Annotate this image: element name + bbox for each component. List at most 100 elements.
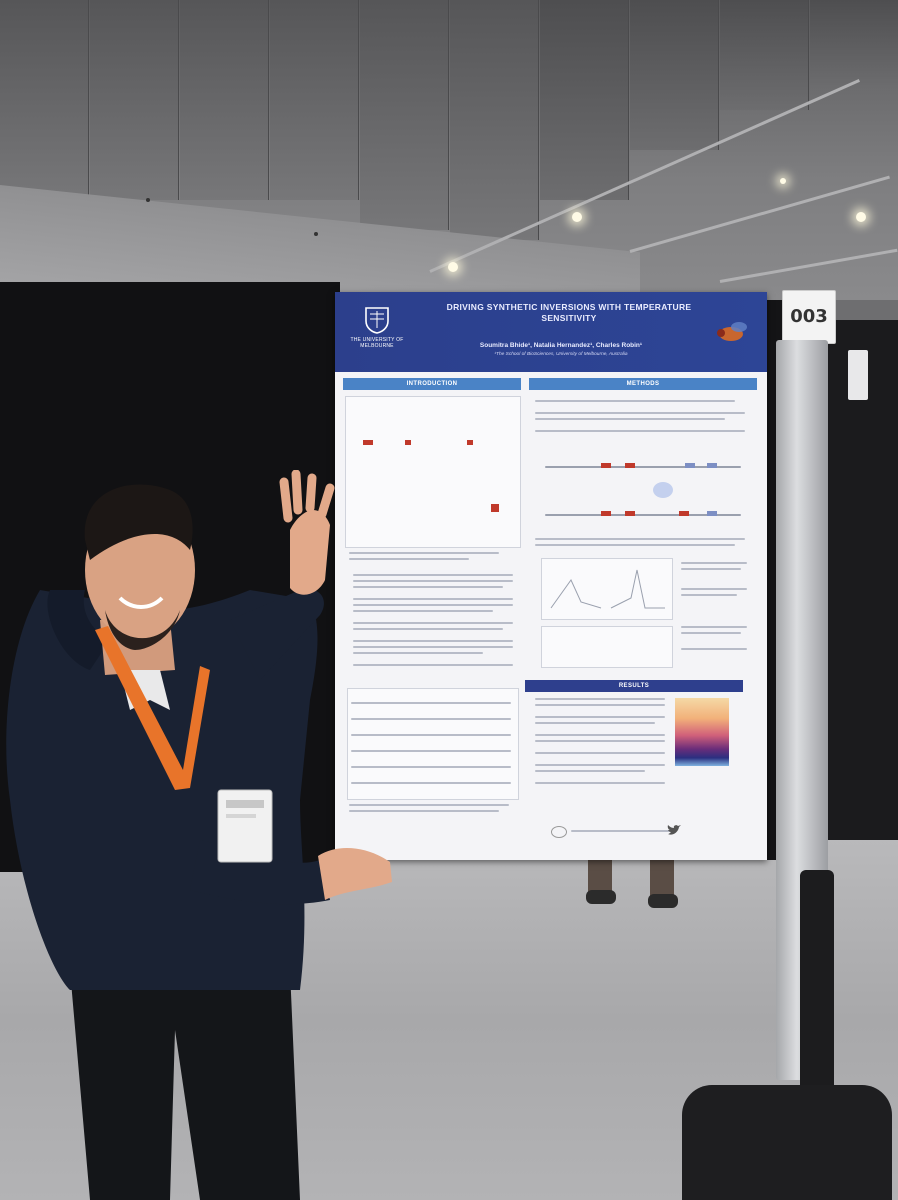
figure-mark	[679, 511, 689, 516]
text-line	[535, 734, 665, 736]
figure-mark	[707, 511, 717, 516]
methods-plot	[541, 558, 673, 620]
text-line	[353, 610, 493, 612]
text-line	[349, 810, 499, 812]
stand-clip	[848, 350, 868, 400]
background-person-shoe	[648, 894, 678, 908]
text-line	[353, 640, 513, 642]
text-line	[353, 604, 513, 606]
bag	[682, 1085, 892, 1200]
text-line	[353, 628, 503, 630]
figure-mark	[625, 463, 635, 468]
text-line	[681, 632, 741, 634]
text-line	[535, 770, 645, 772]
text-line	[351, 734, 511, 736]
figure-mark	[601, 463, 611, 468]
ceiling-light	[780, 178, 786, 184]
poster-title: DRIVING SYNTHETIC INVERSIONS WITH TEMPER…	[446, 302, 692, 323]
university-logo: THE UNIVERSITY OF MELBOURNE	[349, 306, 405, 364]
text-line	[535, 400, 735, 402]
text-line	[351, 766, 511, 768]
text-line	[681, 568, 741, 570]
poster-affiliation: ¹The School of BioSciences, University o…	[494, 352, 628, 357]
text-line	[353, 646, 513, 648]
ceiling-panel	[0, 0, 89, 200]
intro-figure	[345, 396, 521, 548]
figure-mark	[707, 463, 717, 468]
text-line	[535, 538, 745, 540]
text-line	[535, 704, 665, 706]
text-line	[681, 588, 747, 590]
ceiling-panel	[360, 0, 449, 230]
methods-plot	[541, 626, 673, 668]
figure-mark	[467, 440, 473, 445]
figure-mark	[363, 440, 373, 445]
text-line	[351, 718, 511, 720]
section-results: RESULTS	[525, 680, 743, 692]
twitter-icon	[667, 825, 681, 835]
ceiling-light	[314, 232, 318, 236]
text-line	[535, 418, 725, 420]
figure-mark	[685, 463, 695, 468]
poster-authors: Soumitra Bhide¹, Natalia Hernandez¹, Cha…	[479, 342, 643, 349]
text-line	[353, 580, 513, 582]
text-line	[353, 652, 483, 654]
ceiling-light	[448, 262, 458, 272]
text-line	[535, 716, 665, 718]
fly-logo-icon	[717, 322, 747, 341]
text-line	[353, 598, 513, 600]
bag-strap	[800, 870, 834, 1110]
intro-table	[347, 688, 519, 800]
text-line	[681, 626, 747, 628]
text-line	[681, 562, 747, 564]
section-methods: METHODS	[529, 378, 757, 390]
text-line	[349, 804, 509, 806]
ceiling-panel	[630, 0, 719, 150]
ceiling-panel	[720, 0, 809, 110]
ceiling-panel	[450, 0, 539, 240]
gene-track	[545, 466, 741, 468]
text-line	[535, 412, 745, 414]
text-line	[535, 544, 735, 546]
ceiling-light	[856, 212, 866, 222]
text-line	[351, 702, 511, 704]
figure-mark	[625, 511, 635, 516]
ceiling-panel	[540, 0, 629, 200]
text-line	[349, 558, 469, 560]
cloud-icon	[653, 482, 673, 498]
research-poster: THE UNIVERSITY OF MELBOURNE DRIVING SYNT…	[335, 292, 767, 860]
text-line	[351, 750, 511, 752]
text-line	[681, 594, 737, 596]
background-person-leg	[650, 858, 674, 898]
text-line	[535, 698, 665, 700]
gene-track	[545, 514, 741, 516]
results-heatmap	[675, 698, 729, 766]
references-icon	[551, 826, 567, 838]
text-line	[353, 574, 513, 576]
text-line	[353, 664, 513, 666]
ceiling-light	[146, 198, 150, 202]
ceiling-panel	[180, 0, 269, 200]
text-line	[535, 782, 665, 784]
university-crest-icon	[365, 307, 389, 334]
stand-number-card: 003	[782, 290, 836, 344]
methods-plot-curve	[550, 569, 665, 609]
ceiling-panel	[90, 0, 179, 200]
text-line	[535, 722, 655, 724]
figure-mark	[601, 511, 611, 516]
poster-header: THE UNIVERSITY OF MELBOURNE DRIVING SYNT…	[335, 292, 767, 372]
text-line	[535, 752, 665, 754]
text-line	[535, 764, 665, 766]
text-line	[571, 830, 671, 832]
text-line	[681, 648, 747, 650]
university-name: THE UNIVERSITY OF MELBOURNE	[350, 337, 404, 349]
background-person-shoe	[586, 890, 616, 904]
ceiling-light	[572, 212, 582, 222]
presenter-person	[6, 470, 392, 1200]
ceiling-panel	[810, 0, 898, 90]
text-line	[349, 552, 499, 554]
ceiling	[0, 0, 898, 300]
text-line	[353, 586, 503, 588]
text-line	[351, 782, 511, 784]
